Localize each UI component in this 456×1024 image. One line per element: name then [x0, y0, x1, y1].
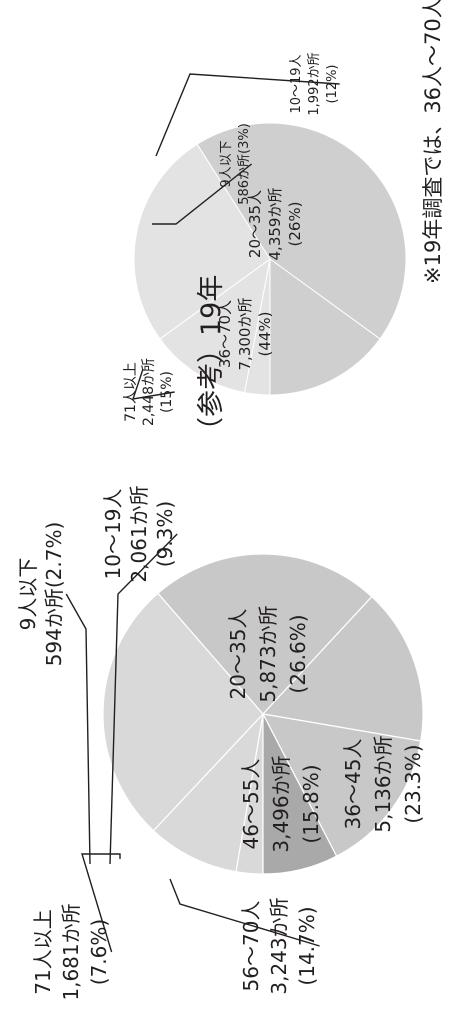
- leader-lines: [65, 73, 340, 953]
- ref-leader-4: [131, 368, 175, 400]
- slice-labels: 9人以下 594か所(2.7%) 10～19人 2,061か所 (9.3%) 20～35人…: [16, 52, 425, 1000]
- main-label-2: 20～35人 5,873か所 (26.6%): [226, 605, 310, 702]
- main-leader-1: [109, 533, 178, 865]
- main-label-0: 9人以下 594か所(2.7%): [16, 522, 66, 667]
- main-label-4: 46～55人 3,496か所 (15.8%): [239, 755, 323, 852]
- ref-leader-1: [155, 73, 340, 157]
- main-slice-3: [157, 553, 373, 715]
- main-label-1: 10～19人 2,061か所 (9.3%): [101, 485, 177, 582]
- ref-slice-3: [196, 122, 407, 340]
- main-slice-5: [261, 713, 422, 857]
- main-label-5: 56～70人 3,243か所 (14.7%): [239, 897, 319, 994]
- main-pie-chart: [102, 553, 424, 875]
- ref-label-3: 36～70人 7,300か所 (44%): [216, 298, 274, 371]
- ref-slice-1: [159, 257, 271, 394]
- main-slice-6: [262, 713, 338, 875]
- main-slice-4: [261, 595, 424, 742]
- reference-pie-chart: [133, 122, 407, 396]
- ref-label-4: 71人以上 2,448か所 (15%): [123, 358, 175, 426]
- main-leader-0: [65, 593, 91, 865]
- ref-slice-2: [133, 143, 271, 340]
- ref-slice-4: [269, 258, 381, 396]
- footnote: ※19年調査では、36人～70人の: [421, 0, 445, 284]
- main-leader-6: [81, 853, 121, 953]
- main-slice-1: [152, 712, 264, 873]
- ref-label-0: 9人以下 586か所(3%): [219, 123, 252, 205]
- main-slice-2: [102, 592, 264, 832]
- main-label-6: 71人以上 1,681か所 (7.6%): [31, 903, 111, 1000]
- ref-label-1: 10～19人 1,992か所 (12%): [289, 52, 340, 115]
- reference-chart-title: （参考）19年: [196, 275, 227, 444]
- main-leader-5: [169, 878, 320, 947]
- ref-leader-0: [152, 163, 253, 225]
- main-label-3: 36～45人 5,136か所 (23.3%): [341, 735, 425, 832]
- ref-label-2: 20～35人 4,359か所 (26%): [246, 188, 304, 261]
